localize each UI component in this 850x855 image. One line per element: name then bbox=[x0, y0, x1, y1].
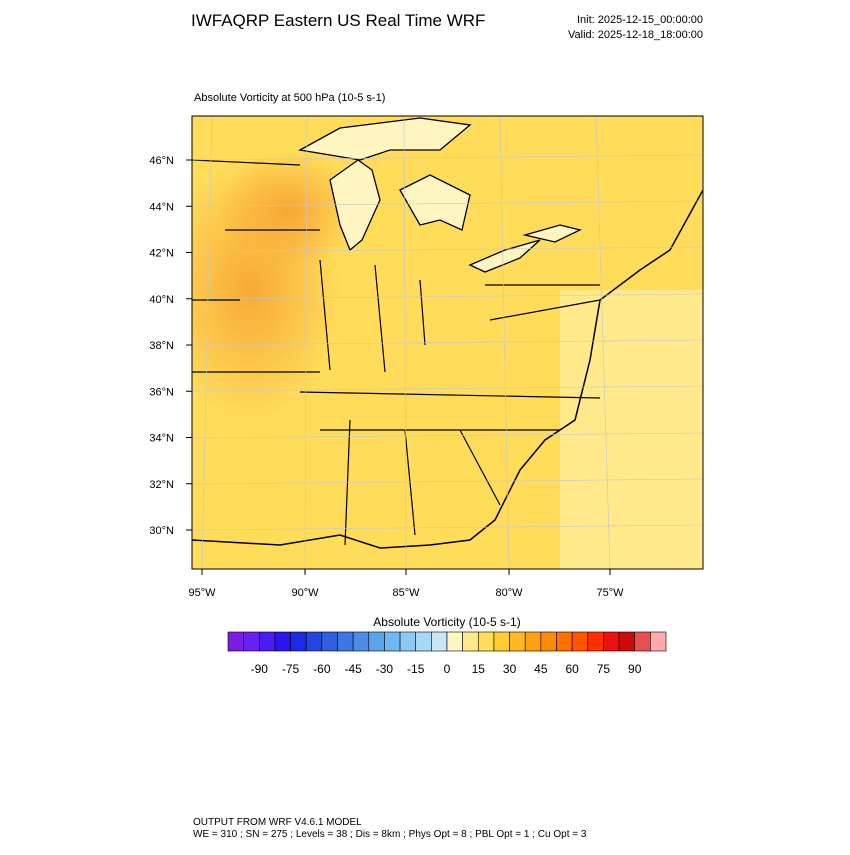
colorbar-box bbox=[540, 631, 557, 652]
lat-label: 46°N bbox=[149, 155, 174, 167]
footer-line: OUTPUT FROM WRF V4.6.1 MODEL bbox=[193, 817, 362, 828]
lon-label: 90°W bbox=[291, 587, 319, 599]
colorbar-label: -90 bbox=[251, 662, 269, 676]
colorbar-box bbox=[477, 631, 495, 652]
valid-time: Valid: 2025-12-18_18:00:00 bbox=[568, 29, 703, 41]
colorbar-title: Absolute Vorticity (10-5 s-1) bbox=[373, 615, 520, 629]
map-title: Absolute Vorticity at 500 hPa (10-5 s-1) bbox=[194, 92, 385, 104]
colorbar-label: 15 bbox=[472, 662, 486, 676]
colorbar-label: -30 bbox=[376, 662, 394, 676]
colorbar-box bbox=[415, 631, 432, 652]
lat-label: 36°N bbox=[149, 386, 174, 398]
graticule bbox=[192, 116, 703, 569]
vorticity-max bbox=[220, 150, 360, 270]
colorbar-box bbox=[243, 631, 260, 652]
lake-erie bbox=[468, 239, 541, 273]
colorbar-box bbox=[368, 631, 385, 652]
colorbar-box bbox=[524, 631, 542, 652]
lon-label: 85°W bbox=[392, 587, 420, 599]
colorbar-box bbox=[352, 631, 370, 652]
colorbar-label: -15 bbox=[407, 662, 425, 676]
colorbar-box bbox=[274, 631, 291, 652]
colorbar-label: -45 bbox=[344, 662, 362, 676]
colorbar-box bbox=[618, 631, 636, 652]
ocean-field bbox=[560, 290, 703, 569]
colorbar-label: 75 bbox=[597, 662, 611, 676]
title: IWFAQRP Eastern US Real Time WRF bbox=[191, 11, 485, 30]
colorbar-box bbox=[305, 631, 323, 652]
lon-labels: 95°W 90°W 85°W 80°W 75°W bbox=[188, 569, 624, 599]
colorbar-box bbox=[603, 631, 620, 652]
colorbar-box bbox=[587, 631, 604, 652]
lat-label: 42°N bbox=[149, 248, 174, 260]
lat-label: 44°N bbox=[149, 201, 174, 213]
map-field bbox=[192, 116, 703, 569]
colorbar-box bbox=[337, 631, 354, 652]
lon-label: 75°W bbox=[596, 587, 624, 599]
lat-labels: 46°N 44°N 42°N 40°N 38°N 36°N 34°N 32°N 30°N bbox=[149, 155, 192, 537]
lake-huron bbox=[399, 174, 471, 231]
colorbar-label: -75 bbox=[282, 662, 300, 676]
lake-michigan bbox=[329, 159, 381, 252]
colorbar-box bbox=[431, 631, 448, 652]
colorbar-box bbox=[462, 631, 479, 652]
colorbar-box bbox=[227, 631, 244, 652]
lat-label: 38°N bbox=[149, 340, 174, 352]
colorbar-box bbox=[634, 631, 651, 652]
colorbar-box bbox=[556, 631, 573, 652]
colorbar-box bbox=[399, 631, 417, 652]
colorbar-label: 45 bbox=[534, 662, 548, 676]
lat-label: 30°N bbox=[149, 525, 174, 537]
lat-label: 34°N bbox=[149, 433, 174, 445]
colorbar-box bbox=[571, 631, 589, 652]
coastline bbox=[192, 189, 703, 549]
colorbar: -90 -75 -60 -45 -30 -15 0 15 30 45 60 75 90 bbox=[227, 631, 667, 676]
colorbar-box bbox=[384, 631, 401, 652]
colorbar-label: 0 bbox=[444, 662, 451, 676]
colorbar-box bbox=[321, 631, 338, 652]
lon-label: 80°W bbox=[495, 587, 523, 599]
lake-ontario bbox=[522, 224, 582, 243]
colorbar-box bbox=[509, 631, 526, 652]
map-frame bbox=[191, 115, 704, 570]
lat-label: 32°N bbox=[149, 479, 174, 491]
lon-label: 95°W bbox=[188, 587, 216, 599]
footer-line: WE = 310 ; SN = 275 ; Levels = 38 ; Dis … bbox=[193, 829, 587, 840]
lat-label: 40°N bbox=[149, 294, 174, 306]
colorbar-box bbox=[446, 631, 463, 652]
colorbar-box bbox=[258, 631, 276, 652]
colorbar-box bbox=[290, 631, 307, 652]
colorbar-label: 30 bbox=[503, 662, 517, 676]
colorbar-label: 60 bbox=[565, 662, 579, 676]
colorbar-box bbox=[493, 631, 510, 652]
colorbar-label: -60 bbox=[313, 662, 331, 676]
colorbar-box bbox=[650, 631, 667, 652]
init-time: Init: 2025-12-15_00:00:00 bbox=[577, 14, 703, 26]
colorbar-label: 90 bbox=[628, 662, 642, 676]
